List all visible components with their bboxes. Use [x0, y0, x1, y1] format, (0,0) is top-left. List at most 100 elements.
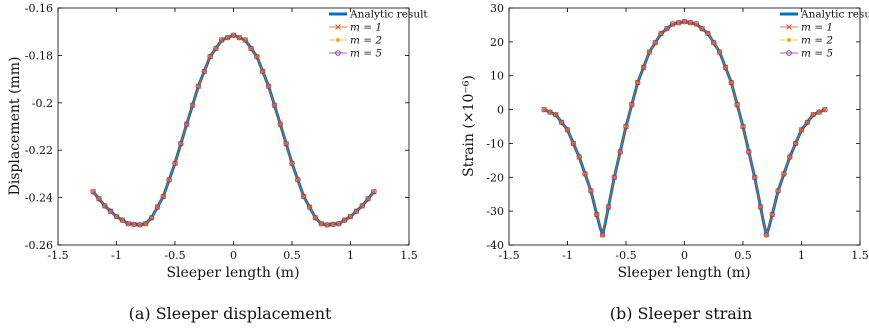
x-tick-label: 0 — [230, 249, 237, 262]
legend-label: m = 5 — [801, 48, 833, 60]
marker-m1 — [617, 149, 623, 155]
marker-m1 — [541, 106, 547, 113]
x-tick-label: 0.5 — [283, 249, 301, 262]
marker-m1 — [166, 177, 172, 183]
marker-m5 — [341, 217, 348, 223]
marker-m1 — [658, 30, 664, 37]
marker-m1 — [271, 102, 278, 108]
marker-m5 — [670, 21, 676, 27]
marker-m1 — [594, 211, 600, 218]
legend-marker-x — [335, 24, 341, 30]
marker-m5 — [213, 45, 219, 51]
marker-m5 — [810, 111, 816, 118]
marker-m5 — [652, 40, 658, 46]
marker-m5 — [635, 79, 641, 86]
marker-m1 — [787, 154, 793, 160]
marker-m1 — [90, 188, 96, 195]
tick-labels: -1.5 -1 -0.5 0 0.5 1 1.5 -0.26 -0.24 -0.22 -0.2 -0.… — [25, 2, 418, 262]
marker-m5 — [675, 20, 682, 26]
marker-m5 — [242, 37, 248, 43]
marker-m1 — [330, 221, 336, 227]
y-tick-label: -30 — [486, 205, 504, 218]
marker-m5 — [371, 188, 377, 195]
marker-m5 — [722, 64, 729, 70]
marker-m1 — [564, 127, 571, 133]
marker-m1 — [751, 174, 758, 181]
marker-m5 — [629, 101, 635, 108]
marker-m1 — [746, 149, 752, 155]
marker-m1 — [553, 111, 559, 118]
marker-m5 — [553, 111, 559, 118]
y-tick-label: 20 — [490, 36, 504, 49]
marker-m5 — [365, 196, 371, 202]
legend-marker-x — [786, 24, 792, 30]
marker-m1 — [652, 39, 658, 46]
marker-m1 — [681, 18, 688, 25]
marker-m1 — [646, 49, 653, 55]
legend-marker-circle — [786, 50, 792, 56]
marker-m5 — [154, 204, 161, 210]
marker-m5 — [230, 32, 237, 38]
y-tick-label: -0.26 — [25, 239, 53, 252]
marker-m1 — [195, 83, 202, 89]
marker-m5 — [599, 232, 606, 238]
marker-m5 — [359, 203, 365, 209]
marker-m5 — [107, 208, 114, 214]
x-tick-label: 1 — [347, 249, 354, 262]
marker-m1 — [699, 25, 705, 32]
marker-m5 — [787, 154, 793, 160]
marker-m5 — [254, 53, 260, 60]
marker-m5 — [611, 174, 617, 180]
marker-m1 — [629, 101, 635, 108]
marker-m5 — [166, 177, 172, 183]
marker-m1 — [265, 83, 272, 89]
marker-m1 — [804, 119, 811, 125]
marker-m5 — [746, 149, 752, 155]
marker-m5 — [558, 119, 565, 125]
marker-m5 — [646, 49, 653, 55]
y-axis-label: Displacement (mm) — [7, 57, 23, 196]
marker-m5 — [137, 222, 143, 228]
marker-m5 — [301, 193, 307, 200]
marker-m1 — [670, 21, 676, 27]
marker-m5 — [324, 222, 330, 228]
marker-m5 — [605, 204, 612, 210]
marker-m5 — [658, 30, 664, 37]
marker-m1 — [189, 102, 196, 108]
marker-m1 — [277, 121, 284, 127]
marker-m1 — [119, 217, 126, 223]
legend-label: Analytic result — [349, 9, 428, 21]
marker-m5 — [740, 123, 746, 130]
marker-m1 — [781, 171, 787, 177]
marker-m5 — [236, 34, 243, 41]
marker-m5 — [693, 21, 699, 27]
marker-m1 — [224, 34, 231, 41]
marker-m5 — [148, 215, 155, 221]
marker-m1 — [763, 232, 770, 238]
marker-m1 — [775, 188, 781, 194]
marker-m5 — [195, 83, 202, 89]
marker-m1 — [248, 45, 254, 52]
marker-m5 — [804, 119, 811, 125]
marker-m1 — [547, 109, 553, 115]
marker-m5 — [96, 196, 102, 202]
marker-m5 — [277, 121, 283, 127]
marker-m1 — [283, 140, 289, 147]
legend-marker-circle — [335, 50, 341, 56]
marker-m5 — [687, 20, 694, 26]
marker-m5 — [224, 34, 231, 41]
marker-m1 — [792, 140, 799, 147]
legend-marker-star — [336, 38, 340, 42]
legend-marker-star — [787, 38, 791, 42]
legend-label: m = 5 — [350, 48, 382, 60]
marker-m1 — [172, 160, 178, 166]
marker-m1 — [769, 211, 775, 218]
marker-m1 — [207, 53, 213, 60]
marker-m1 — [183, 121, 190, 127]
marker-m5 — [172, 160, 178, 166]
marker-m1 — [675, 20, 682, 26]
y-tick-label: -0.2 — [32, 97, 53, 110]
axis-ticks — [57, 7, 410, 246]
marker-m1 — [365, 196, 371, 202]
marker-m1 — [716, 49, 723, 55]
